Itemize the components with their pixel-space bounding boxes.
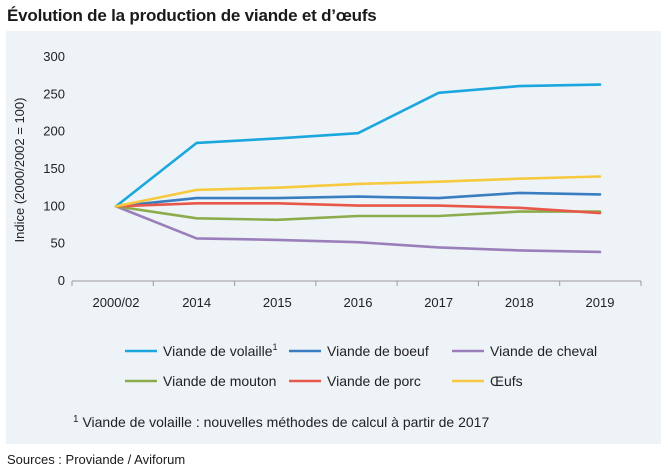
y-tick-label: 0	[58, 273, 65, 288]
legend-label: Viande de volaille1	[163, 342, 278, 359]
series-line-viande-de-cheval	[114, 205, 602, 254]
y-axis-label: Indice (2000/2002 = 100)	[12, 98, 27, 243]
source-note: Sources : Proviande / Aviforum	[7, 452, 186, 467]
y-tick-label: 150	[43, 161, 65, 176]
legend: Viande de volaille1 Viande de boeuf Viande…	[125, 342, 597, 389]
x-tick-label: 2017	[424, 295, 453, 310]
y-tick-label: 250	[43, 86, 65, 101]
x-tick-label: 2019	[586, 295, 615, 310]
series-line-viande-de-porc	[114, 202, 602, 215]
legend-label: Viande de boeuf	[327, 343, 429, 359]
legend-label: Viande de cheval	[490, 343, 597, 359]
y-tick-label: 300	[43, 49, 65, 64]
y-tick-label: 100	[43, 198, 65, 213]
y-tick-label: 50	[51, 236, 65, 251]
y-tick-label: 200	[43, 124, 65, 139]
series-line-viande-de-volaille	[114, 83, 602, 208]
legend-label: Viande de porc	[327, 373, 421, 389]
x-tick-label: 2014	[182, 295, 211, 310]
chart-panel	[6, 31, 661, 444]
x-axis: 2000/02 2014 2015 2016 2017 2018 2019	[71, 280, 642, 310]
series-lines	[114, 83, 602, 254]
y-axis: 0 50 100 150 200 250 300	[43, 49, 65, 288]
legend-label: Œufs	[490, 373, 523, 389]
series-line-viande-de-mouton	[114, 205, 602, 222]
series-line-viande-de-boeuf	[114, 191, 602, 208]
x-tick-label: 2000/02	[93, 295, 140, 310]
chart-title: Évolution de la production de viande et …	[7, 6, 377, 25]
footnote: 1 Viande de volaille : nouvelles méthode…	[73, 414, 489, 430]
x-tick-label: 2016	[344, 295, 373, 310]
x-tick-label: 2018	[505, 295, 534, 310]
x-tick-label: 2015	[263, 295, 292, 310]
legend-label: Viande de mouton	[163, 373, 276, 389]
footnote-marker: 1	[73, 414, 79, 425]
series-line-œufs	[114, 175, 602, 208]
footnote-text: Viande de volaille : nouvelles méthodes …	[79, 414, 490, 430]
